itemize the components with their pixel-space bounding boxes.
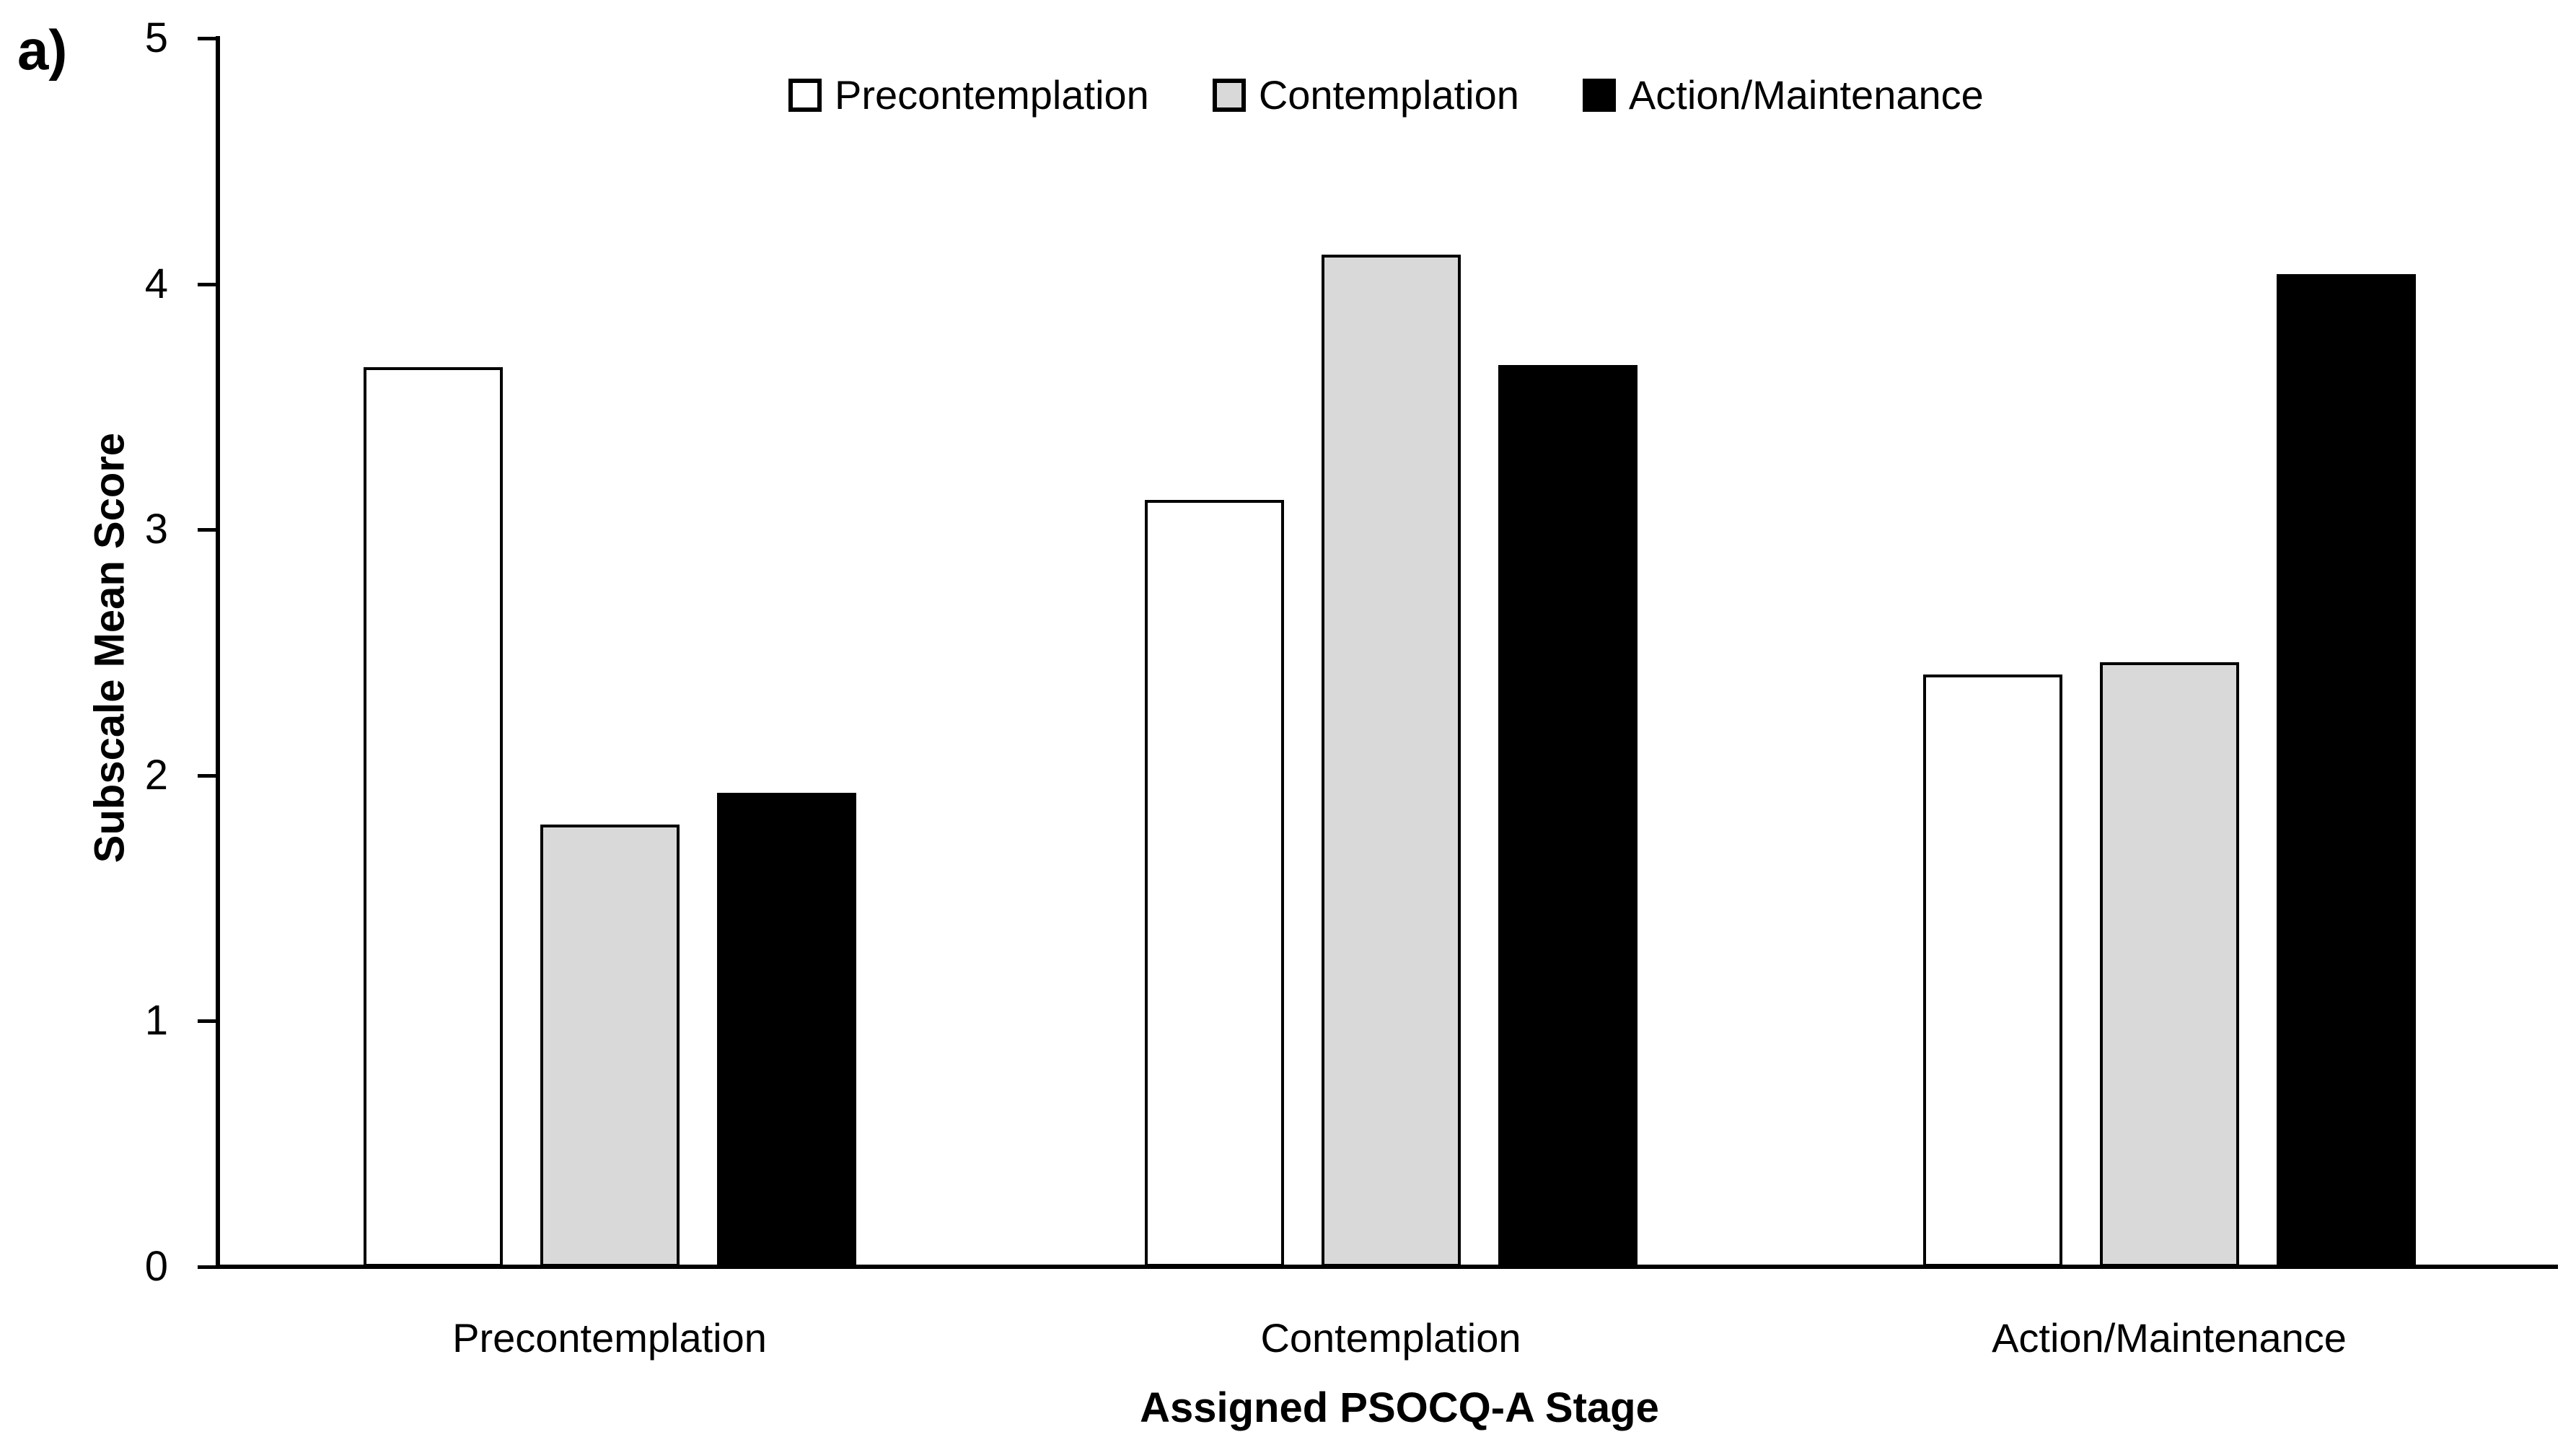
bar-precontemplation-in-precontemplation: [364, 367, 503, 1267]
legend-item-action-maintenance: Action/Maintenance: [1582, 71, 1984, 118]
y-tick-mark: [198, 282, 218, 286]
legend-swatch-icon: [788, 78, 822, 112]
y-tick-label: 4: [144, 260, 168, 307]
bar-action-maintenance-in-contemplation: [1498, 365, 1638, 1267]
y-tick-label: 2: [144, 751, 168, 799]
y-tick-mark: [198, 528, 218, 532]
x-axis-line: [216, 1265, 2558, 1269]
y-tick-label: 0: [144, 1243, 168, 1290]
legend-item-precontemplation: Precontemplation: [788, 71, 1149, 118]
legend-swatch-icon: [1582, 78, 1616, 112]
panel-label: a): [17, 18, 68, 82]
bar-precontemplation-in-contemplation: [1145, 500, 1284, 1267]
x-category-label: Contemplation: [1260, 1315, 1521, 1361]
x-category-label: Action/Maintenance: [1992, 1315, 2347, 1361]
chart-legend: Precontemplation Contemplation Action/Main…: [788, 71, 1984, 118]
bar-contemplation-in-precontemplation: [540, 825, 680, 1267]
bar-action-maintenance-in-precontemplation: [717, 793, 856, 1267]
bar-action-maintenance-in-action-maintenance: [2277, 274, 2416, 1267]
y-tick-mark: [198, 1265, 218, 1269]
legend-label: Precontemplation: [835, 72, 1149, 118]
y-tick-mark: [198, 1019, 218, 1024]
legend-label: Contemplation: [1258, 72, 1519, 118]
y-axis-line: [216, 36, 220, 1269]
x-category-label: Precontemplation: [452, 1315, 767, 1361]
bar-contemplation-in-contemplation: [1322, 255, 1461, 1267]
y-tick-mark: [198, 37, 218, 40]
legend-label: Action/Maintenance: [1628, 72, 1984, 118]
y-tick-mark: [198, 773, 218, 778]
x-axis-title: Assigned PSOCQ-A Stage: [1140, 1384, 1659, 1431]
legend-item-contemplation: Contemplation: [1212, 71, 1519, 118]
y-tick-label: 3: [144, 506, 168, 553]
bar-contemplation-in-action-maintenance: [2100, 662, 2239, 1267]
legend-swatch-icon: [1212, 78, 1246, 112]
y-tick-label: 1: [144, 997, 168, 1045]
bar-precontemplation-in-action-maintenance: [1923, 675, 2062, 1267]
y-tick-label: 5: [144, 14, 168, 61]
